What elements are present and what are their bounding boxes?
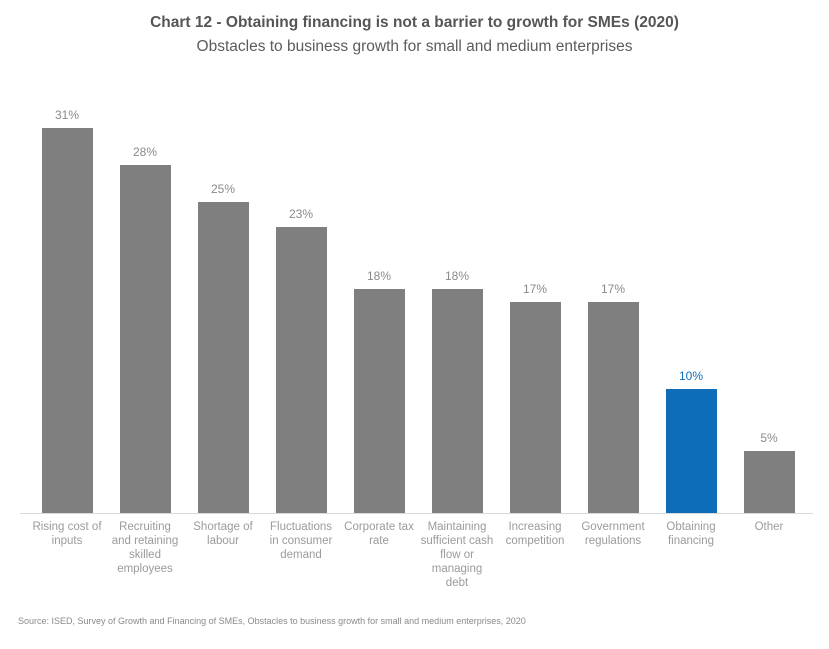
bar-column: 18%: [340, 100, 418, 513]
bar-category-label: Rising cost of inputs: [32, 521, 102, 547]
bar: [587, 302, 639, 513]
bar: [119, 165, 171, 513]
bar-value-label: 28%: [132, 145, 158, 159]
bar: [41, 128, 93, 513]
bar-value-label: 25%: [210, 182, 236, 196]
bar-column: 10%: [652, 100, 730, 513]
chart-title: Chart 12 - Obtaining financing is not a …: [150, 14, 679, 31]
bar-category-label: Other: [754, 521, 784, 533]
bar: [509, 302, 561, 513]
bar: [743, 451, 795, 513]
bar-column: 5%: [730, 100, 808, 513]
bar-value-label: 10%: [678, 369, 704, 383]
bar-category-label: Maintaining sufficient cash flow or mana…: [420, 521, 494, 589]
bar-column: 31%: [28, 100, 106, 513]
bar-category-label: Obtaining financing: [666, 521, 716, 547]
bar: [275, 227, 327, 513]
bar-category-label: Corporate tax rate: [344, 521, 414, 547]
bar-value-label: 18%: [444, 269, 470, 283]
title-block: Chart 12 - Obtaining financing is not a …: [0, 11, 829, 58]
bar-value-label: 17%: [522, 282, 548, 296]
x-axis-line: [20, 513, 813, 514]
bar-category-label: Increasing competition: [505, 521, 565, 547]
bar-column: 17%: [574, 100, 652, 513]
bar-value-label: 18%: [366, 269, 392, 283]
bar-column: 18%: [418, 100, 496, 513]
bar-value-label: 17%: [600, 282, 626, 296]
bar-column: 17%: [496, 100, 574, 513]
bar-category-label: Shortage of labour: [193, 521, 253, 547]
bar-chart-plot-area: 31% 28% 25% 23% 18% 18% 17% 17% 10% 5%: [28, 100, 808, 513]
bar-category-label: Government regulations: [581, 521, 645, 547]
bar-value-label: 31%: [54, 108, 80, 122]
bar: [197, 202, 249, 513]
x-axis-category-labels: Rising cost of inputs Recruiting and reta…: [28, 520, 808, 590]
bar: [431, 289, 483, 513]
bar: [353, 289, 405, 513]
bar-value-label: 23%: [288, 207, 314, 221]
bar-category-label: Recruiting and retaining skilled employe…: [111, 521, 179, 575]
bar-value-label: 5%: [760, 431, 778, 445]
bar-highlighted: [665, 389, 717, 513]
bar-column: 28%: [106, 100, 184, 513]
bar-column: 25%: [184, 100, 262, 513]
source-note: Source: ISED, Survey of Growth and Finan…: [18, 616, 526, 626]
bar-column: 23%: [262, 100, 340, 513]
bar-category-label: Fluctuations in consumer demand: [269, 521, 333, 561]
chart-subtitle: Obstacles to business growth for small a…: [196, 38, 633, 55]
